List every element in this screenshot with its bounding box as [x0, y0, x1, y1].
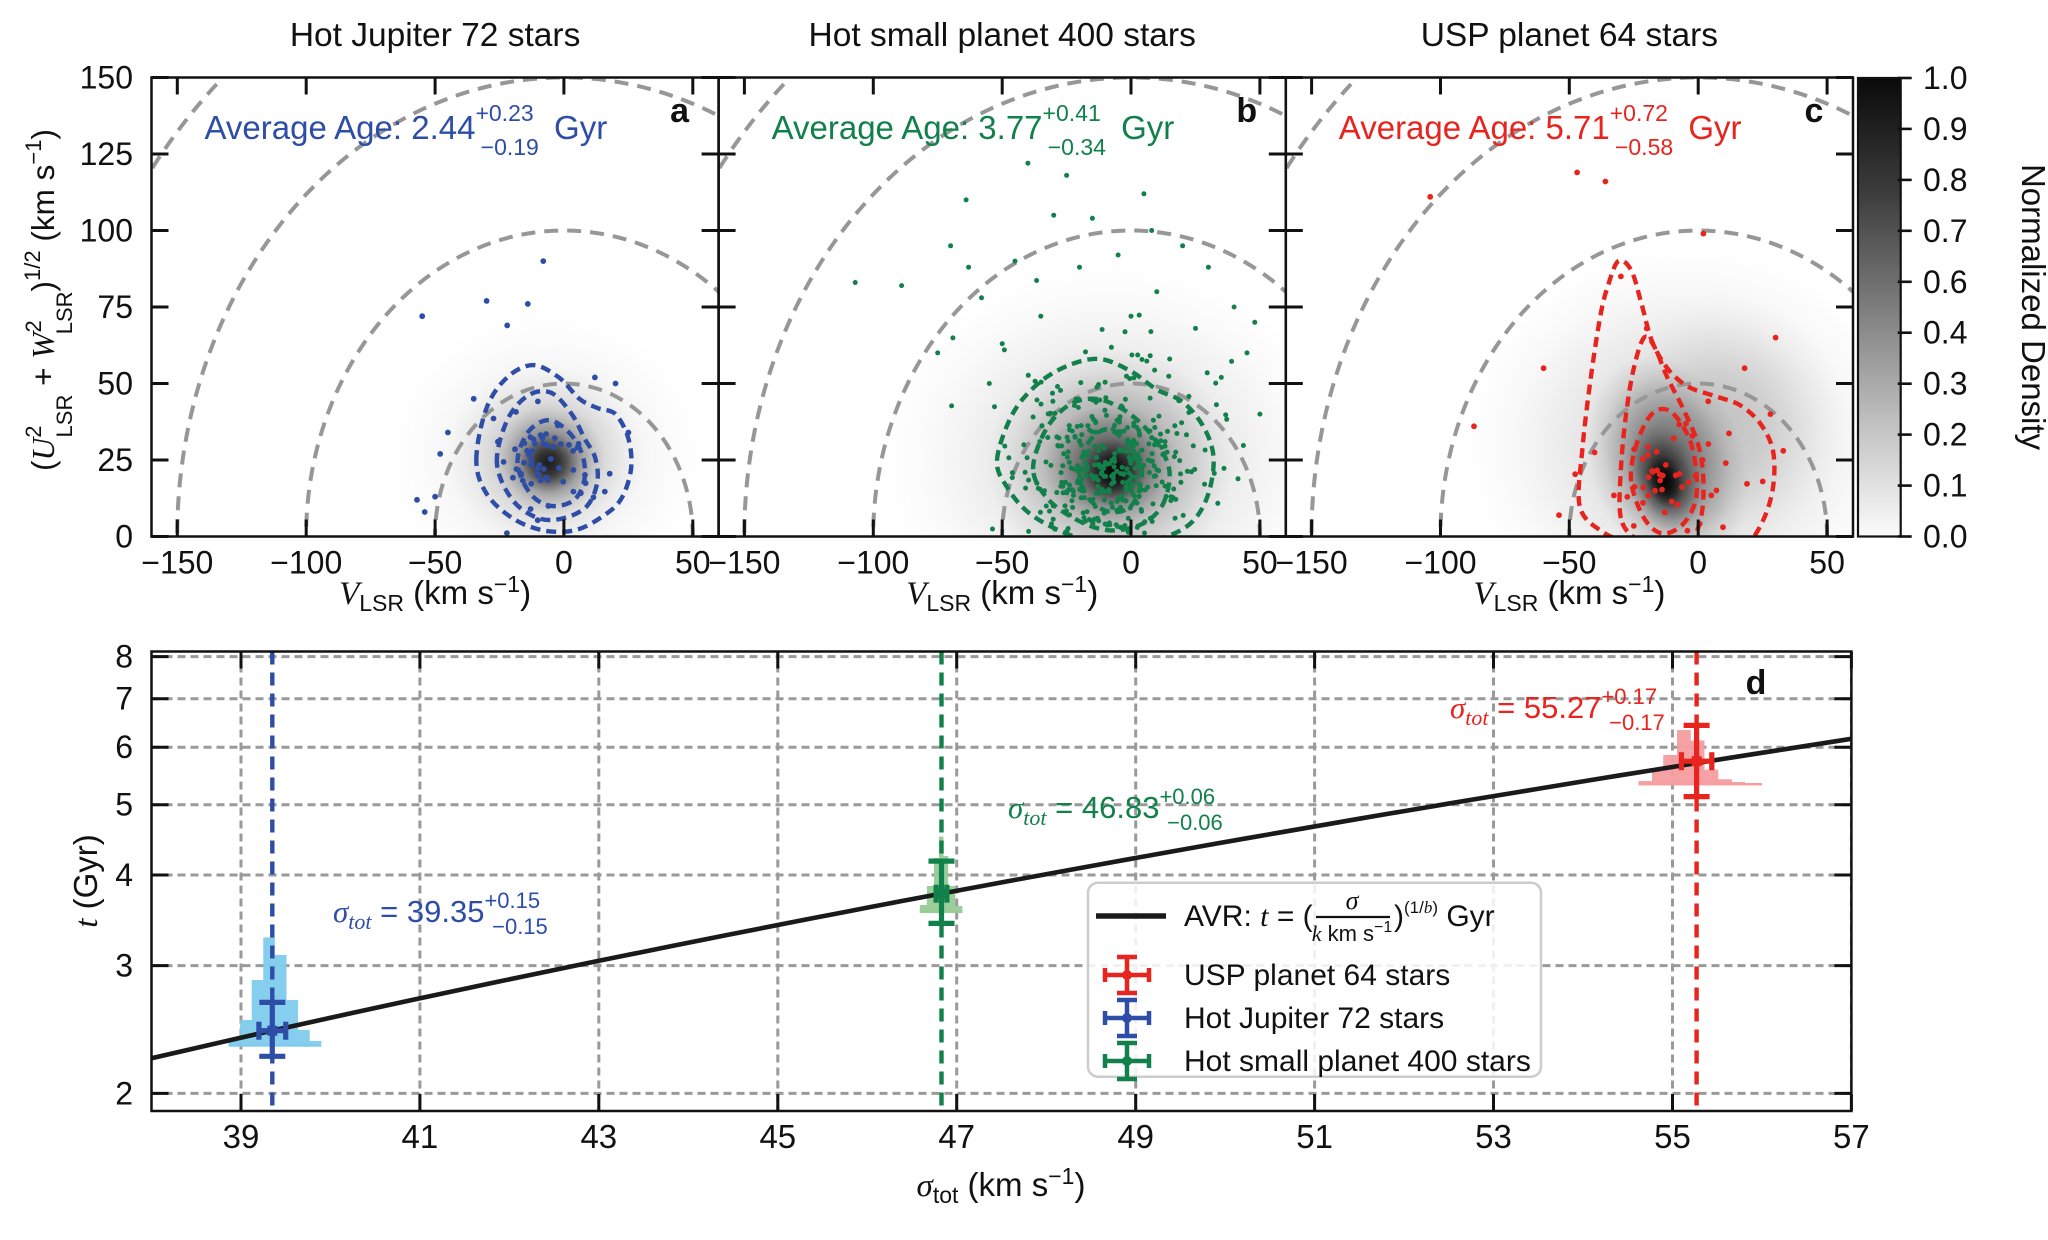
svg-text:50: 50: [1242, 545, 1278, 581]
svg-text:7: 7: [115, 681, 133, 717]
svg-text:0.0: 0.0: [1923, 519, 1967, 555]
svg-text:1.0: 1.0: [1923, 60, 1967, 96]
svg-text:3: 3: [115, 948, 133, 984]
svg-text:Normalized Density: Normalized Density: [2015, 164, 2048, 451]
svg-text:σ: σ: [1346, 886, 1360, 915]
svg-text:t (Gyr): t (Gyr): [67, 834, 105, 927]
svg-text:Hot Jupiter 72 stars: Hot Jupiter 72 stars: [290, 17, 580, 54]
svg-text:0.6: 0.6: [1923, 264, 1967, 300]
svg-text:8: 8: [115, 639, 133, 675]
svg-text:150: 150: [80, 60, 133, 96]
svg-text:47: 47: [938, 1118, 975, 1155]
svg-text:Hot small planet 400 stars: Hot small planet 400 stars: [1184, 1045, 1531, 1078]
svg-text:−150: −150: [708, 545, 780, 581]
svg-text:d: d: [1746, 664, 1767, 702]
svg-text:−100: −100: [1404, 545, 1476, 581]
svg-text:0: 0: [115, 519, 133, 555]
svg-text:−150: −150: [1276, 545, 1348, 581]
svg-text:50: 50: [675, 545, 711, 581]
svg-text:43: 43: [580, 1118, 617, 1155]
svg-text:a: a: [670, 92, 690, 130]
svg-text:49: 49: [1117, 1118, 1154, 1155]
svg-text:45: 45: [759, 1118, 796, 1155]
svg-text:0: 0: [1689, 545, 1707, 581]
svg-text:50: 50: [97, 366, 133, 402]
svg-text:41: 41: [402, 1118, 439, 1155]
svg-text:6: 6: [115, 729, 133, 765]
svg-text:50: 50: [1809, 545, 1845, 581]
svg-text:−150: −150: [141, 545, 213, 581]
svg-text:0.9: 0.9: [1923, 111, 1967, 147]
svg-text:4: 4: [115, 857, 133, 893]
svg-text:39: 39: [223, 1118, 260, 1155]
svg-text:−100: −100: [837, 545, 909, 581]
svg-text:0.1: 0.1: [1923, 468, 1967, 504]
svg-text:75: 75: [97, 289, 133, 325]
svg-text:0: 0: [555, 545, 573, 581]
svg-text:125: 125: [80, 136, 133, 172]
svg-text:0.3: 0.3: [1923, 366, 1967, 402]
svg-text:USP planet 64 stars: USP planet 64 stars: [1421, 17, 1718, 54]
svg-text:2: 2: [115, 1075, 133, 1111]
svg-text:57: 57: [1833, 1118, 1870, 1155]
svg-text:Hot Jupiter 72 stars: Hot Jupiter 72 stars: [1184, 1002, 1444, 1035]
svg-text:c: c: [1805, 92, 1824, 130]
svg-text:−100: −100: [270, 545, 342, 581]
svg-text:25: 25: [97, 442, 133, 478]
svg-text:Hot small planet 400 stars: Hot small planet 400 stars: [809, 17, 1196, 54]
svg-text:b: b: [1236, 92, 1257, 130]
svg-text:55: 55: [1654, 1118, 1691, 1155]
svg-text:0.2: 0.2: [1923, 417, 1967, 453]
svg-text:53: 53: [1475, 1118, 1512, 1155]
svg-text:AVR: t = (: AVR: t = (: [1184, 900, 1313, 933]
svg-text:0.4: 0.4: [1923, 315, 1967, 351]
svg-text:51: 51: [1296, 1118, 1333, 1155]
svg-text:USP planet 64 stars: USP planet 64 stars: [1184, 959, 1450, 992]
svg-text:0: 0: [1122, 545, 1140, 581]
svg-text:0.8: 0.8: [1923, 162, 1967, 198]
svg-text:100: 100: [80, 213, 133, 249]
svg-text:0.7: 0.7: [1923, 213, 1967, 249]
svg-text:5: 5: [115, 787, 133, 823]
